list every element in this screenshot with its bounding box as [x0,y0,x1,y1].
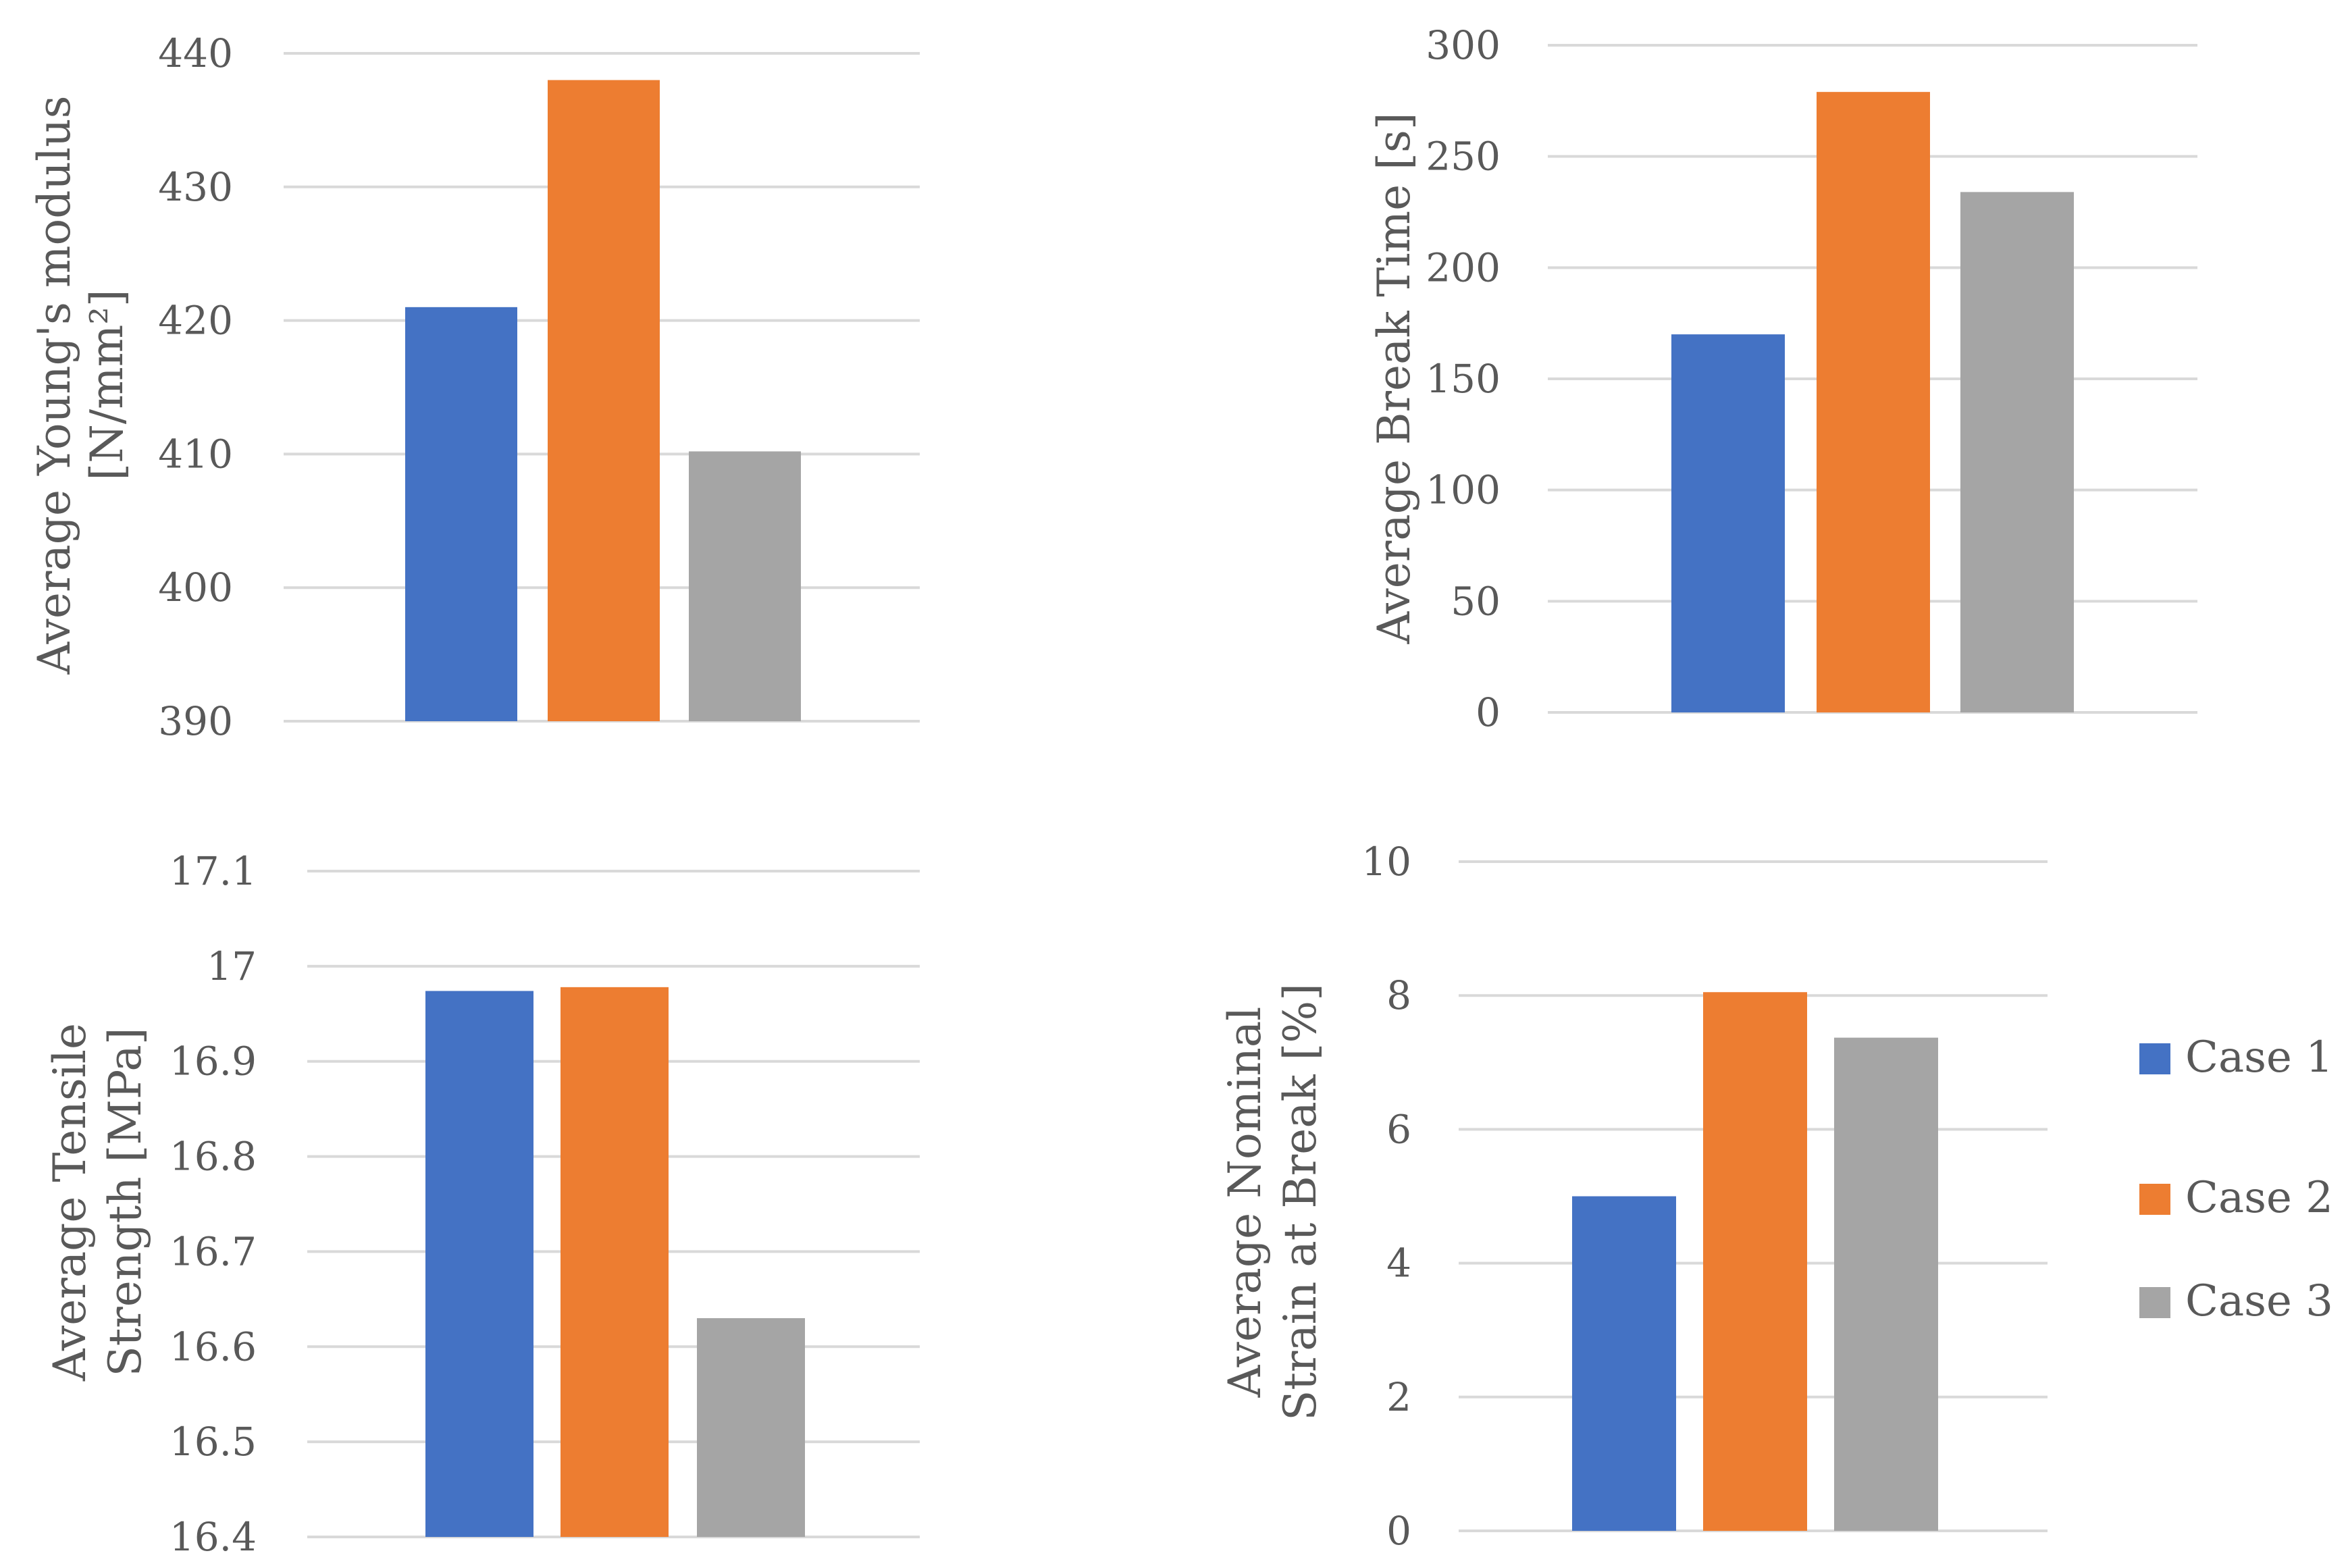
y-axis-label-line: Average Break Time [s] [1368,112,1420,644]
y-tick-label: 16.4 [170,1514,257,1560]
bar-case-2 [561,987,669,1537]
y-tick-label: 390 [158,698,233,744]
y-tick-label: 400 [158,565,233,610]
legend-swatch [2139,1287,2170,1318]
legend-swatch [2139,1043,2170,1074]
y-axis-label: Average TensileStrength [MPa] [44,1023,151,1382]
bar-case-3 [1834,1037,1938,1531]
y-axis-label: Average NominalStrain at Break [%] [1219,983,1326,1421]
legend-item-case-2: Case 2 [2139,1173,2333,1223]
y-tick-label: 250 [1426,134,1501,180]
y-tick-label: 50 [1451,578,1501,624]
legend-item-case-1: Case 1 [2139,1033,2333,1082]
y-axis-label-line: Strength [MPa] [99,1028,151,1377]
y-tick-label: 420 [158,298,233,344]
y-axis-label-line: Average Tensile [44,1023,96,1382]
y-tick-label: 300 [1426,22,1501,68]
legend-label: Case 1 [2185,1033,2333,1082]
y-tick-label: 0 [1476,689,1501,735]
y-tick-label: 17.1 [170,848,257,894]
y-tick-label: 17 [207,943,257,989]
y-axis-label-line: Strain at Break [%] [1274,983,1326,1421]
y-tick-label: 16.5 [170,1419,257,1465]
bar-case-1 [405,307,517,721]
bar-case-2 [1817,92,1930,712]
y-tick-label: 0 [1386,1508,1411,1554]
y-tick-label: 410 [158,431,233,477]
legend-swatch [2139,1184,2170,1215]
bar-case-1 [1572,1196,1676,1531]
y-axis-label-line: Average Nominal [1219,1007,1271,1399]
y-tick-label: 16.8 [170,1134,257,1180]
y-tick-label: 100 [1426,467,1501,513]
y-axis-label-line: [N/mm²] [81,289,133,480]
y-tick-label: 150 [1426,356,1501,402]
bar-case-1 [1671,334,1785,713]
y-tick-label: 16.9 [170,1039,257,1084]
y-axis-label: Average Young's modulus[N/mm²] [28,96,133,675]
legend-label: Case 3 [2185,1276,2333,1326]
y-axis-label: Average Break Time [s] [1368,112,1420,644]
y-tick-label: 16.7 [170,1228,257,1274]
y-tick-label: 430 [158,164,233,210]
y-tick-label: 6 [1386,1106,1411,1152]
chart-panel-1: 390 400 410 420 430 440 Average Young's modulu… [28,30,920,744]
bar-case-3 [697,1318,805,1537]
bar-case-1 [425,991,533,1537]
bar-case-3 [1960,192,2074,712]
bar-case-2 [1703,992,1807,1531]
chart-panel-3: 16.4 16.5 16.6 16.7 16.8 16.9 17 17.1 Average Te… [44,848,920,1560]
y-tick-label: 200 [1426,244,1501,290]
legend: Case 1 Case 2 Case 3 [2139,1033,2333,1326]
chart-panel-4: 0 2 4 6 8 10 Average NominalStrain at Break [%… [1219,839,2048,1554]
y-tick-label: 2 [1386,1374,1411,1420]
y-tick-label: 440 [158,30,233,76]
y-tick-label: 16.6 [170,1324,257,1369]
y-tick-label: 10 [1361,839,1411,885]
bar-case-2 [548,80,660,721]
bar-case-3 [689,451,801,721]
y-axis-label-line: Average Young's modulus [28,96,80,675]
legend-item-case-3: Case 3 [2139,1276,2333,1326]
y-tick-label: 8 [1386,972,1411,1018]
legend-label: Case 2 [2185,1173,2333,1223]
y-tick-label: 4 [1386,1240,1411,1286]
